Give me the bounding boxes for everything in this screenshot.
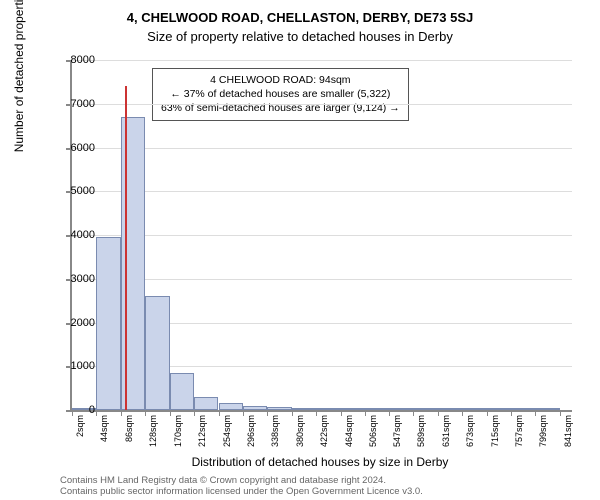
grid-line xyxy=(72,148,572,149)
histogram-bar xyxy=(487,408,511,410)
x-axis-label: Distribution of detached houses by size … xyxy=(70,455,570,469)
histogram-bar xyxy=(292,408,316,410)
x-tick-mark xyxy=(145,410,146,416)
x-tick-mark xyxy=(487,410,488,416)
x-tick-mark xyxy=(121,410,122,416)
y-tick-label: 5000 xyxy=(55,185,95,197)
x-tick-mark xyxy=(438,410,439,416)
histogram-bar xyxy=(170,373,194,410)
histogram-bar xyxy=(341,408,365,410)
histogram-bar xyxy=(413,408,437,410)
grid-line xyxy=(72,279,572,280)
histogram-bar xyxy=(121,117,145,410)
histogram-bar xyxy=(96,237,120,410)
x-tick-mark xyxy=(243,410,244,416)
footer-attribution: Contains HM Land Registry data © Crown c… xyxy=(60,475,423,498)
grid-line xyxy=(72,191,572,192)
property-marker-line xyxy=(125,86,127,410)
x-tick-mark xyxy=(365,410,366,416)
histogram-bar xyxy=(194,397,218,410)
y-tick-label: 6000 xyxy=(55,142,95,154)
histogram-bar xyxy=(511,408,535,410)
chart-title-2: Size of property relative to detached ho… xyxy=(0,25,600,44)
histogram-bar xyxy=(365,408,389,410)
histogram-bar xyxy=(535,408,559,410)
x-tick-mark xyxy=(511,410,512,416)
histogram-bar xyxy=(462,408,486,410)
histogram-bar xyxy=(438,408,462,410)
x-tick-mark xyxy=(389,410,390,416)
y-tick-label: 8000 xyxy=(55,54,95,66)
y-axis-label: Number of detached properties xyxy=(12,0,26,152)
x-tick-mark xyxy=(560,410,561,416)
grid-line xyxy=(72,60,572,61)
x-tick-mark xyxy=(170,410,171,416)
histogram-bar xyxy=(389,408,413,410)
histogram-bar xyxy=(267,407,291,410)
x-tick-mark xyxy=(316,410,317,416)
chart-title-1: 4, CHELWOOD ROAD, CHELLASTON, DERBY, DE7… xyxy=(0,0,600,25)
x-tick-mark xyxy=(292,410,293,416)
histogram-bar xyxy=(219,403,243,410)
grid-line xyxy=(72,235,572,236)
x-tick-mark xyxy=(341,410,342,416)
x-tick-mark xyxy=(219,410,220,416)
x-tick-mark xyxy=(535,410,536,416)
y-tick-label: 2000 xyxy=(55,317,95,329)
footer-line-2: Contains public sector information licen… xyxy=(60,486,423,497)
grid-line xyxy=(72,104,572,105)
y-tick-label: 3000 xyxy=(55,273,95,285)
x-tick-mark xyxy=(413,410,414,416)
histogram-bar xyxy=(316,408,340,410)
y-tick-label: 1000 xyxy=(55,360,95,372)
histogram-bar xyxy=(243,406,267,410)
annotation-box: 4 CHELWOOD ROAD: 94sqm ← 37% of detached… xyxy=(152,68,409,121)
y-tick-label: 0 xyxy=(55,404,95,416)
plot-area: 4 CHELWOOD ROAD: 94sqm ← 37% of detached… xyxy=(70,60,572,412)
y-tick-label: 4000 xyxy=(55,229,95,241)
footer-line-1: Contains HM Land Registry data © Crown c… xyxy=(60,475,423,486)
annotation-line-1: 4 CHELWOOD ROAD: 94sqm xyxy=(161,73,400,87)
chart-container: 4, CHELWOOD ROAD, CHELLASTON, DERBY, DE7… xyxy=(0,0,600,500)
y-tick-label: 7000 xyxy=(55,98,95,110)
x-tick-mark xyxy=(96,410,97,416)
annotation-line-2: ← 37% of detached houses are smaller (5,… xyxy=(161,87,400,101)
histogram-bar xyxy=(145,296,169,410)
x-tick-mark xyxy=(462,410,463,416)
x-tick-mark xyxy=(267,410,268,416)
x-tick-mark xyxy=(194,410,195,416)
